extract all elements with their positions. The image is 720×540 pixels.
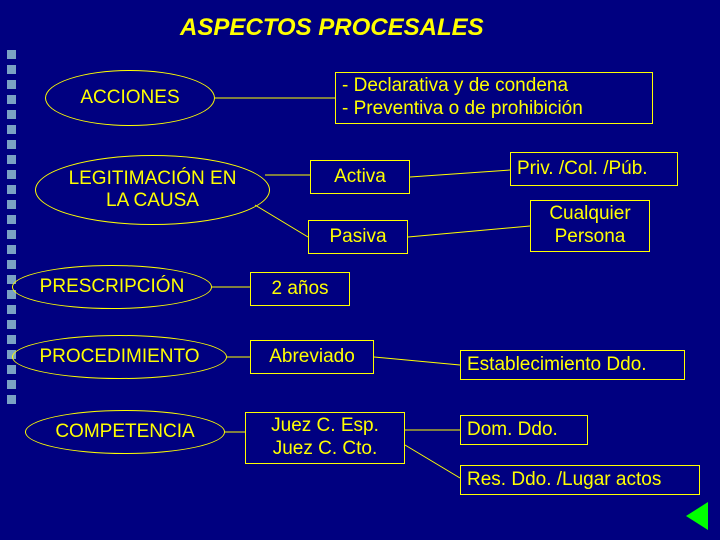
ellipse-procedimiento: PROCEDIMIENTO [12,335,227,379]
box-establecimiento: Establecimiento Ddo. [460,350,685,380]
box-acciones-tipos: - Declarativa y de condena - Preventiva … [335,72,653,124]
box-priv-col-pub: Priv. /Col. /Púb. [510,152,678,186]
connector-line [410,170,510,177]
box-abreviado: Abreviado [250,340,374,374]
box-juez: Juez C. Esp. Juez C. Cto. [245,412,405,464]
ellipse-competencia: COMPETENCIA [25,410,225,454]
ellipse-prescripcion: PRESCRIPCIÓN [12,265,212,309]
prev-arrow-icon[interactable] [686,502,708,530]
connector-line [405,445,460,478]
box-pasiva: Pasiva [308,220,408,254]
box-dom-ddo: Dom. Ddo. [460,415,588,445]
ellipse-acciones: ACCIONES [45,70,215,126]
box-res-ddo: Res. Ddo. /Lugar actos [460,465,700,495]
connector-line [408,226,530,237]
box-cualquier-persona: Cualquier Persona [530,200,650,252]
ellipse-legitimacion: LEGITIMACIÓN EN LA CAUSA [35,155,270,225]
box-dos-anos: 2 años [250,272,350,306]
connector-line [255,205,308,237]
box-activa: Activa [310,160,410,194]
connector-line [374,357,460,365]
